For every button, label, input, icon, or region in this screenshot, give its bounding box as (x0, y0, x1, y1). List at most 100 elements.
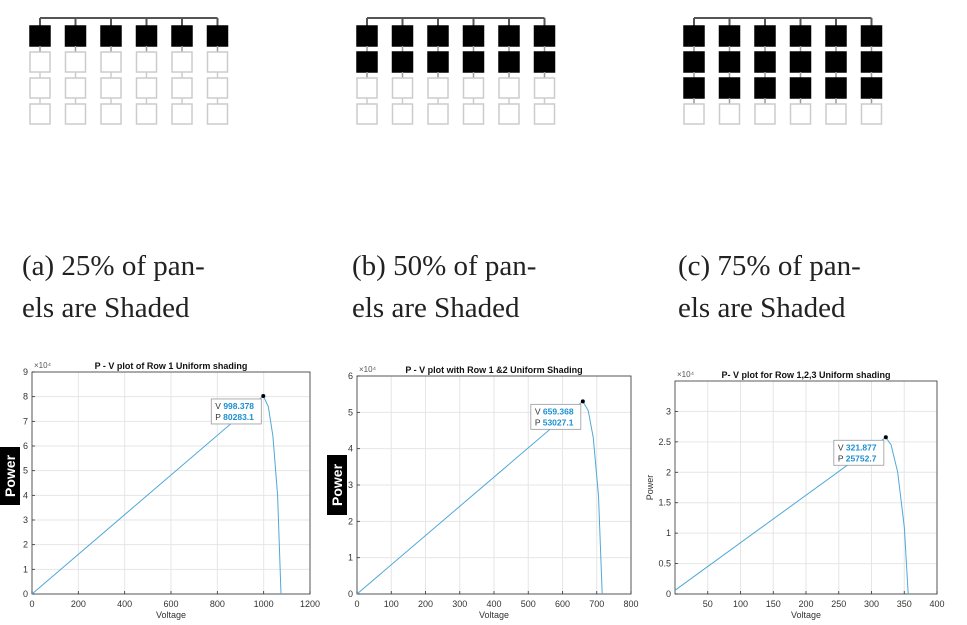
shaded-panel (825, 77, 847, 99)
y-tick-label: 2 (348, 516, 353, 526)
shaded-panel (498, 51, 520, 73)
shaded-panel (462, 51, 485, 73)
unshaded-panel (356, 103, 378, 125)
shaded-panel (29, 25, 51, 47)
y-tick-label: 6 (23, 441, 28, 451)
unshaded-panel (29, 77, 51, 99)
unshaded-panel (171, 103, 193, 125)
x-tick-label: 400 (117, 599, 132, 609)
unshaded-panel (427, 77, 449, 99)
caption-a-line2: els are Shaded (22, 292, 190, 324)
x-tick-label: 1000 (254, 599, 274, 609)
y-tick-label: 8 (23, 392, 28, 402)
shaded-panel (789, 51, 812, 73)
y-tick-label: 3 (666, 406, 671, 416)
unshaded-panel (356, 77, 378, 99)
datatip-p-value: 25752.7 (846, 453, 877, 463)
pv-plot-row1-2: 0 100 200 300 400 500 600 700 800 0 1 2 3 4 5 6 ×10⁴ P - … (325, 363, 645, 625)
y-tick-label: 6 (348, 371, 353, 381)
shaded-panel (754, 51, 776, 73)
pv-plot-row1-2-3: 50 100 150 200 250 300 350 400 0 0.5 1 1.5 2 2.5 3 ×10⁴… (645, 368, 967, 625)
x-tick-label: 500 (521, 599, 536, 609)
datatip-marker (261, 393, 266, 398)
shaded-panel (789, 77, 812, 99)
exponent-label: ×10⁴ (359, 365, 377, 374)
x-tick-label: 250 (831, 599, 846, 609)
shaded-panel (683, 51, 705, 73)
shaded-panel (427, 51, 449, 73)
shaded-panel (391, 51, 414, 73)
unshaded-panel (754, 103, 776, 125)
datatip-v-value: 998.378 (223, 401, 254, 411)
shaded-panel (825, 25, 847, 47)
shaded-panel (860, 77, 883, 99)
unshaded-panel (64, 103, 87, 125)
unshaded-panel (100, 77, 122, 99)
shaded-panel (356, 25, 378, 47)
shaded-panel (391, 25, 414, 47)
shaded-panel (64, 25, 87, 47)
shaded-panel (789, 25, 812, 47)
unshaded-panel (135, 77, 158, 99)
shaded-panel (171, 25, 193, 47)
y-tick-label: 2.5 (658, 437, 671, 447)
x-tick-label: 800 (210, 599, 225, 609)
y-tick-label: 9 (23, 367, 28, 377)
chart-title: P - V plot of Row 1 Uniform shading (95, 361, 248, 371)
x-tick-label: 100 (384, 599, 399, 609)
shaded-panel (718, 25, 741, 47)
unshaded-panel (135, 103, 158, 125)
unshaded-panel (533, 103, 556, 125)
datatip-box (530, 403, 582, 430)
datatip-v-value: 321.877 (846, 442, 877, 452)
unshaded-panel (206, 51, 229, 73)
y-tick-label: 7 (23, 416, 28, 426)
chart-title: P - V plot with Row 1 &2 Uniform Shading (405, 365, 582, 375)
x-axis-label: Voltage (479, 610, 509, 620)
series-line (356, 400, 603, 595)
shaded-panel (860, 51, 883, 73)
x-tick-label: 200 (798, 599, 813, 609)
shaded-panel (718, 77, 741, 99)
x-tick-label: 700 (589, 599, 604, 609)
caption-c: (c) 75% of pan- els are Shaded (678, 245, 861, 329)
shaded-panel (825, 51, 847, 73)
unshaded-panel (29, 103, 51, 125)
unshaded-panel (391, 103, 414, 125)
unshaded-panel (391, 77, 414, 99)
y-tick-label: 4 (348, 444, 353, 454)
y-tick-label: 4 (23, 490, 28, 500)
shaded-panel (754, 77, 776, 99)
x-tick-label: 600 (555, 599, 570, 609)
y-tick-label: 0.5 (658, 559, 671, 569)
y-tick-label: 2 (666, 467, 671, 477)
unshaded-panel (860, 103, 883, 125)
exponent-label: ×10⁴ (677, 370, 695, 379)
x-tick-label: 400 (929, 599, 944, 609)
unshaded-panel (498, 103, 520, 125)
y-tick-label: 1 (348, 553, 353, 563)
shaded-panel (533, 51, 556, 73)
x-axis-label: Voltage (791, 610, 821, 620)
unshaded-panel (533, 77, 556, 99)
unshaded-panel (462, 103, 485, 125)
caption-b-line2: els are Shaded (352, 292, 520, 324)
x-tick-label: 0 (29, 599, 34, 609)
pv-plot-row1: 0 200 400 600 800 1000 1200 0 1 2 3 4 5 6 7 8 9 ×10⁴ P - V… (0, 355, 325, 625)
x-tick-label: 200 (418, 599, 433, 609)
panel-grid-a (28, 0, 268, 140)
y-tick-label: 5 (348, 407, 353, 417)
x-axis-label: Voltage (156, 610, 186, 620)
unshaded-panel (825, 103, 847, 125)
y-axis-label: Power (645, 475, 655, 501)
datatip-v: V 998.378 (215, 401, 254, 411)
x-tick-label: 600 (163, 599, 178, 609)
unshaded-panel (206, 77, 229, 99)
caption-a-line1: (a) 25% of pan- (22, 250, 205, 282)
shaded-panel (498, 25, 520, 47)
y-tick-label: 1 (23, 564, 28, 574)
shaded-panel (135, 25, 158, 47)
y-tick-label: 3 (23, 515, 28, 525)
unshaded-panel (171, 77, 193, 99)
shaded-panel (860, 25, 883, 47)
